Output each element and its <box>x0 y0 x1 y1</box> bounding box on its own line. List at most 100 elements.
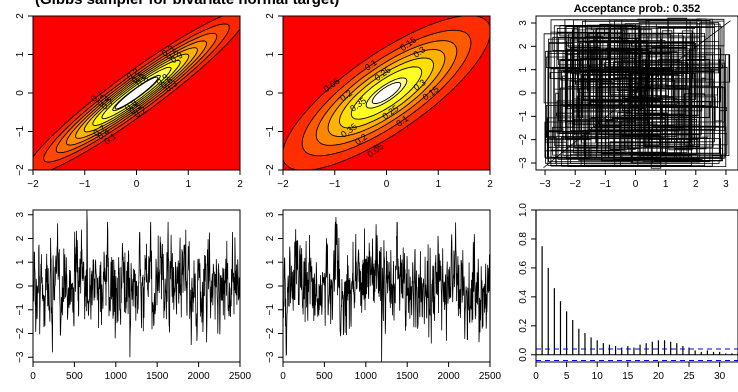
plot-frame <box>535 209 738 363</box>
x-tick-label: 1500 <box>396 371 419 382</box>
contour-bands: 0.050.050.10.10.150.150.20.20.250.250.30… <box>283 16 490 170</box>
x-tick-label: 20 <box>653 371 665 382</box>
x-tick-label: 30 <box>714 371 726 382</box>
x-tick-label: 1 <box>185 179 191 190</box>
contour-peak <box>114 76 159 110</box>
y-tick-label: 0.8 <box>518 232 529 246</box>
y-tick-label: 1 <box>15 51 26 57</box>
y-tick-label: 1.0 <box>518 203 529 217</box>
x-tick-label: 2 <box>487 179 493 190</box>
x-tick-label: 2 <box>693 179 699 190</box>
y-tick-label: −3 <box>265 351 276 363</box>
y-tick-label: 2 <box>15 235 26 241</box>
plot-frame <box>32 209 241 363</box>
y-tick-label: 0.2 <box>518 318 529 332</box>
x-tick-label: −3 <box>539 179 551 190</box>
y-tick-label: 1 <box>15 259 26 265</box>
contour-bands: 0.10.10.20.20.30.30.40.40.50.50.60.60.70… <box>33 16 240 170</box>
x-tick-label: 15 <box>622 371 634 382</box>
contour-peak <box>371 81 402 105</box>
x-tick-label: −1 <box>79 179 91 190</box>
plot-frame <box>32 15 241 171</box>
y-tick-label: 0 <box>15 90 26 96</box>
x-tick-label: 0 <box>30 371 36 382</box>
y-tick-label: 1 <box>518 66 529 72</box>
contour-panel-target-density: 0.10.10.20.20.30.30.40.40.50.50.60.60.70… <box>33 16 240 170</box>
x-tick-label: −1 <box>329 179 341 190</box>
x-tick-label: 1000 <box>105 371 128 382</box>
y-tick-label: 0.0 <box>518 347 529 361</box>
x-tick-label: 1 <box>663 179 669 190</box>
y-tick-label: 1 <box>265 259 276 265</box>
x-tick-label: 2500 <box>479 371 502 382</box>
y-tick-label: 0.6 <box>518 261 529 275</box>
x-tick-label: 3 <box>723 179 729 190</box>
axes-acf: 0 5 10 15 20 25 30 0.0 0.2 0.4 0.6 0.8 1.0 <box>518 203 738 382</box>
contour-panel-proposal-density: 0.050.050.10.10.150.150.20.20.250.250.30… <box>283 16 490 170</box>
x-tick-label: 500 <box>316 371 333 382</box>
trace-line <box>282 217 491 363</box>
x-tick-label: −2 <box>569 179 581 190</box>
y-tick-label: −2 <box>265 164 276 176</box>
y-tick-label: 0 <box>265 90 276 96</box>
y-tick-label: 0 <box>265 283 276 289</box>
axes-trace-y: 0 500 1000 1500 2000 2500 −3 −2 −1 0 1 2 3 <box>265 209 502 382</box>
axes-proposal-density: −2 −1 0 1 2 −2 −1 0 1 2 <box>265 13 493 190</box>
axes-target-density: −2 −1 0 1 2 −2 −1 0 1 2 <box>15 13 243 190</box>
y-tick-label: −3 <box>518 157 529 169</box>
y-tick-label: −2 <box>518 134 529 146</box>
plot-frame <box>282 209 491 363</box>
trace-line <box>32 209 241 358</box>
axes-trace-x: 0 500 1000 1500 2000 2500 −3 −2 −1 0 1 2 3 <box>15 209 252 382</box>
axes-sample-path: −3 −2 −1 0 1 2 3 −3 −2 −1 0 1 2 3 <box>518 15 738 190</box>
x-tick-label: −2 <box>277 179 289 190</box>
y-tick-label: 3 <box>265 212 276 218</box>
y-tick-label: −2 <box>265 327 276 339</box>
y-tick-label: −1 <box>15 125 26 137</box>
x-tick-label: 5 <box>564 371 570 382</box>
x-tick-label: 2000 <box>187 371 210 382</box>
y-tick-label: 2 <box>518 43 529 49</box>
y-tick-label: 0.4 <box>518 289 529 303</box>
panel-trace-x <box>32 209 241 358</box>
y-tick-label: −1 <box>265 304 276 316</box>
y-tick-label: 2 <box>265 235 276 241</box>
x-tick-label: 500 <box>66 371 83 382</box>
y-tick-label: 3 <box>15 212 26 218</box>
plot-frame <box>282 15 491 171</box>
y-tick-label: 0 <box>518 90 529 96</box>
y-tick-label: −3 <box>15 351 26 363</box>
x-tick-label: 1 <box>435 179 441 190</box>
x-tick-label: 0 <box>134 179 140 190</box>
x-tick-label: 25 <box>683 371 695 382</box>
x-tick-label: 10 <box>592 371 604 382</box>
x-tick-label: 2000 <box>437 371 460 382</box>
y-tick-label: −1 <box>265 125 276 137</box>
figure-title-clip: (Gibbs sampler for bivariate normal targ… <box>0 0 738 14</box>
x-tick-label: −2 <box>27 179 39 190</box>
y-tick-label: 0 <box>15 283 26 289</box>
figure-title: (Gibbs sampler for bivariate normal targ… <box>35 0 339 8</box>
panel-acf <box>535 210 738 362</box>
x-tick-label: 0 <box>533 371 539 382</box>
y-tick-label: −2 <box>15 327 26 339</box>
y-tick-label: −1 <box>15 304 26 316</box>
x-tick-label: 1000 <box>355 371 378 382</box>
plot-frame <box>535 15 738 171</box>
panel-trace-y <box>282 217 491 363</box>
x-tick-label: 0 <box>384 179 390 190</box>
x-tick-label: 0 <box>280 371 286 382</box>
x-tick-label: 1500 <box>146 371 169 382</box>
y-tick-label: 1 <box>265 51 276 57</box>
panel-sample-path: Acceptance prob.: 0.352 <box>543 3 731 169</box>
x-tick-label: −1 <box>600 179 612 190</box>
y-tick-label: −2 <box>15 164 26 176</box>
panel-title: Acceptance prob.: 0.352 <box>574 3 701 15</box>
sample-path-line <box>543 17 731 169</box>
y-tick-label: 2 <box>15 13 26 19</box>
x-tick-label: 2 <box>237 179 243 190</box>
y-tick-label: 3 <box>518 20 529 26</box>
y-tick-label: 2 <box>265 13 276 19</box>
